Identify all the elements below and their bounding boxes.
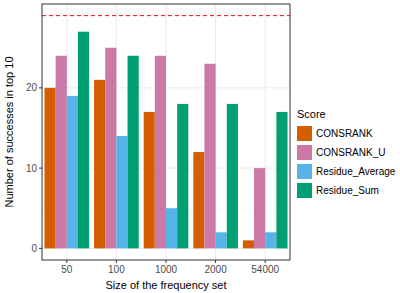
legend-label: CONSRANK xyxy=(316,128,373,139)
x-tick xyxy=(265,260,266,263)
bar xyxy=(254,168,265,248)
bar xyxy=(94,80,105,249)
y-tick xyxy=(39,87,42,88)
chart-svg: 0 10 20 50 100 1000 2000 54000 Size of the frequ… xyxy=(0,0,400,293)
y-tick xyxy=(39,248,42,249)
bars-group xyxy=(42,16,290,249)
legend-label: Residue_Average xyxy=(316,166,396,177)
y-tick-label: 20 xyxy=(26,82,38,93)
legend-key xyxy=(297,183,312,198)
bar xyxy=(155,56,166,249)
legend-key xyxy=(297,164,312,179)
bar xyxy=(44,88,55,249)
x-tick xyxy=(215,260,216,263)
bar xyxy=(227,104,238,248)
y-tick-label: 10 xyxy=(26,163,38,174)
y-tick-label: 0 xyxy=(31,243,37,254)
x-tick xyxy=(66,260,67,263)
bar xyxy=(128,56,139,249)
plot-background xyxy=(42,4,290,260)
x-tick-label: 2000 xyxy=(204,264,227,275)
legend-label: Residue_Sum xyxy=(316,185,379,196)
x-axis-label: Size of the frequency set xyxy=(105,279,226,291)
reference-line xyxy=(42,15,290,16)
bar xyxy=(144,112,155,248)
y-axis-label: Number of successes in top 10 xyxy=(3,56,15,207)
bar xyxy=(56,56,67,249)
chart-container: 0 10 20 50 100 1000 2000 54000 Size of the frequ… xyxy=(0,0,400,293)
y-tick xyxy=(39,168,42,169)
legend-key xyxy=(297,145,312,160)
bar xyxy=(177,104,188,248)
bar xyxy=(116,136,127,248)
x-tick-label: 50 xyxy=(61,264,73,275)
bar xyxy=(265,232,276,248)
legend-title: Score xyxy=(297,108,326,120)
bar xyxy=(276,112,287,248)
x-tick-label: 1000 xyxy=(155,264,178,275)
plot-border xyxy=(42,4,290,260)
bar xyxy=(204,64,215,249)
bar xyxy=(166,208,177,248)
bar xyxy=(243,240,254,248)
bar xyxy=(216,232,227,248)
bar xyxy=(193,152,204,248)
x-tick-label: 54000 xyxy=(251,264,279,275)
x-tick xyxy=(116,260,117,263)
bar xyxy=(67,96,78,248)
bar xyxy=(78,32,89,249)
x-tick xyxy=(166,260,167,263)
x-tick-label: 100 xyxy=(108,264,125,275)
legend-label: CONSRANK_U xyxy=(316,147,385,158)
bar xyxy=(105,48,116,249)
legend-key xyxy=(297,126,312,141)
